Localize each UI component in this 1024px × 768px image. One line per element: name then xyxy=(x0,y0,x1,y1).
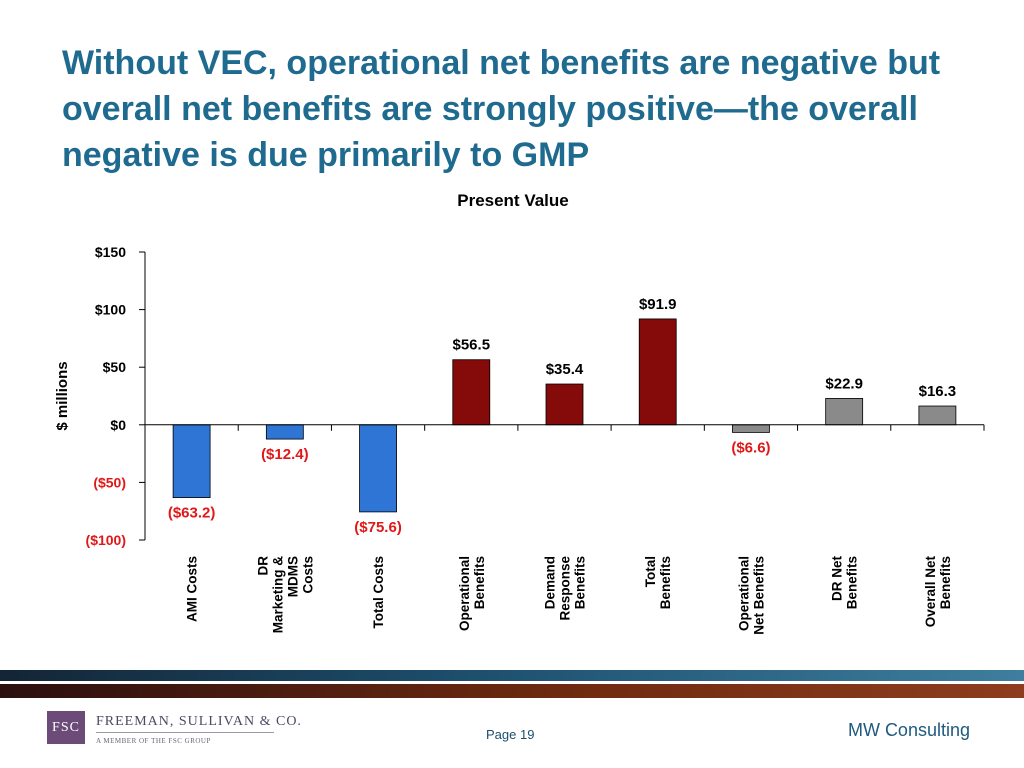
y-tick-label: $0 xyxy=(110,417,126,433)
x-category-label: DR NetBenefits xyxy=(830,556,860,610)
x-category-label-line: Operational xyxy=(457,556,472,631)
page-number: Page 19 xyxy=(486,727,535,742)
bar xyxy=(359,424,397,513)
x-category-label-line: DR Net xyxy=(830,556,845,602)
fsc-logo-name: FREEMAN, SULLIVAN & CO. xyxy=(96,714,302,729)
company-name: MW Consulting xyxy=(847,720,970,740)
fsc-logo: FSC FREEMAN, SULLIVAN & CO. A MEMBER OF … xyxy=(40,700,301,754)
x-category-label: OperationalNet Benefits xyxy=(736,556,766,635)
bar-chart: Present Value $ millions $150 $100 $50 $0 ($… xyxy=(54,191,985,635)
bar xyxy=(918,405,957,426)
x-category-label-line: Overall Net xyxy=(923,556,938,628)
x-category-label-line: Benefits xyxy=(845,556,860,609)
bar xyxy=(172,424,211,499)
data-label: ($12.4) xyxy=(261,446,309,463)
bar xyxy=(732,424,770,433)
x-category-label-line: Benefits xyxy=(472,556,487,609)
data-label: ($75.6) xyxy=(354,519,402,536)
data-label: ($6.6) xyxy=(731,439,770,456)
data-label: $22.9 xyxy=(825,375,863,392)
bar xyxy=(638,318,677,426)
x-category-label: TotalBenefits xyxy=(643,556,673,609)
x-category-label: AMI Costs xyxy=(185,556,200,622)
x-category-label-line: Demand xyxy=(543,556,558,609)
x-category-label-line: Total Costs xyxy=(371,556,386,629)
y-axis-label: $ millions xyxy=(54,361,71,430)
x-category-label-line: Total xyxy=(643,556,658,587)
y-tick-label: $150 xyxy=(95,244,126,260)
bar xyxy=(825,398,864,426)
fsc-logo-mark: FSC xyxy=(47,711,85,744)
fsc-logo-tagline: A MEMBER OF THE FSC GROUP xyxy=(96,737,211,745)
x-category-label-line: Net Benefits xyxy=(751,556,766,635)
x-category-label-line: AMI Costs xyxy=(185,556,200,622)
x-category-label: Overall NetBenefits xyxy=(923,556,953,628)
x-category-label: DemandResponseBenefits xyxy=(543,556,588,621)
bar xyxy=(265,424,304,440)
data-label: $35.4 xyxy=(546,361,584,378)
bar xyxy=(545,383,584,426)
x-category-label-line: Benefits xyxy=(573,556,588,609)
y-tick-label: ($50) xyxy=(93,474,126,490)
x-category-label-line: Benefits xyxy=(658,556,673,609)
x-category-label-line: Operational xyxy=(736,556,751,631)
y-tick-label: $50 xyxy=(103,359,127,375)
y-tick-label: ($100) xyxy=(86,532,126,548)
x-category-label-line: Response xyxy=(558,556,573,621)
x-category-label: OperationalBenefits xyxy=(457,556,487,631)
data-label: $16.3 xyxy=(919,383,957,400)
slide-title: Without VEC, operational net benefits ar… xyxy=(62,44,941,174)
x-category-label-line: DR xyxy=(255,556,270,576)
x-category-label: Total Costs xyxy=(371,556,386,629)
footer-band-brown xyxy=(0,684,1024,698)
fsc-logo-rule xyxy=(96,732,274,733)
x-category-label-line: Marketing & xyxy=(270,556,285,634)
data-label: $56.5 xyxy=(453,337,491,354)
bar xyxy=(452,359,491,426)
x-category-label-line: Costs xyxy=(300,556,315,594)
footer-band-blue xyxy=(0,670,1024,681)
x-category-label: DRMarketing &MDMSCosts xyxy=(255,556,315,634)
x-category-label-line: MDMS xyxy=(285,556,300,597)
x-category-label-line: Benefits xyxy=(938,556,953,609)
data-label: ($63.2) xyxy=(168,505,216,522)
chart-title: Present Value xyxy=(457,191,569,210)
y-tick-label: $100 xyxy=(95,302,126,318)
data-label: $91.9 xyxy=(639,296,677,313)
